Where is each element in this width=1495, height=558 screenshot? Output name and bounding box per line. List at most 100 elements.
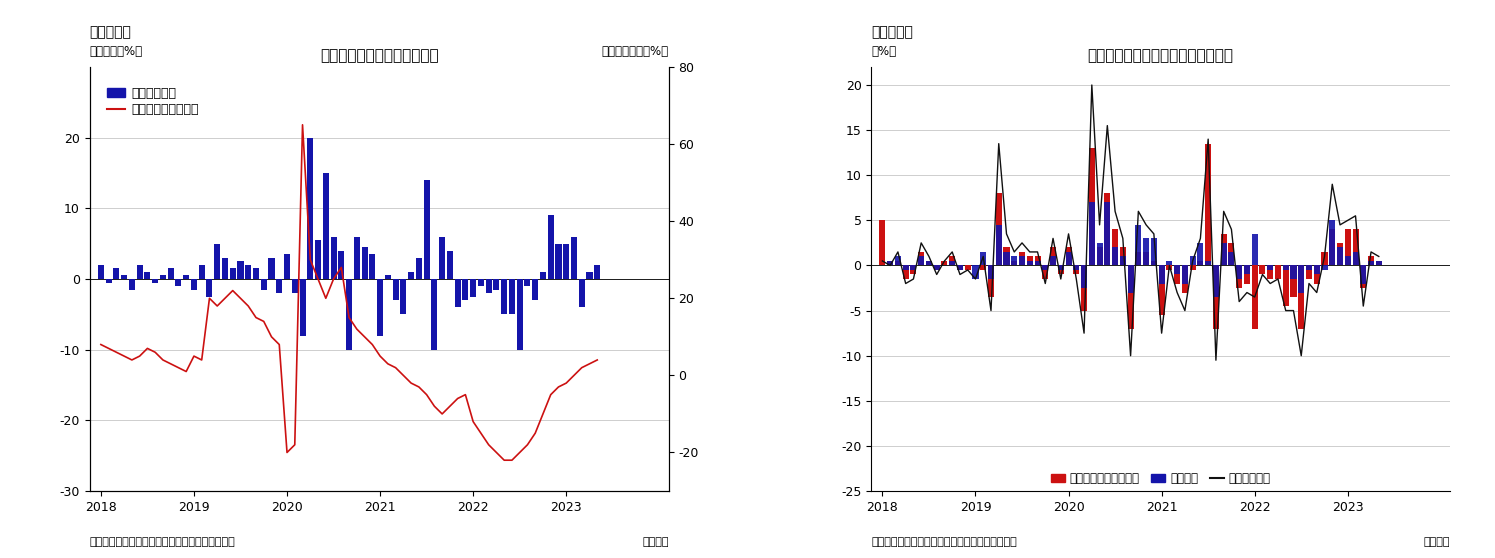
Bar [957, 266, 963, 270]
Bar [167, 268, 173, 279]
Bar [1375, 261, 1381, 266]
Bar [942, 261, 948, 266]
Bar [114, 268, 120, 279]
Bar [454, 279, 460, 307]
Title: 住宅着工許可件数（伸び率）: 住宅着工許可件数（伸び率） [320, 48, 438, 63]
Bar [1120, 247, 1126, 266]
Bar [269, 258, 275, 279]
Bar [1268, 266, 1274, 279]
Bar [315, 240, 321, 279]
Bar [1105, 203, 1111, 266]
Bar [1035, 257, 1041, 266]
Bar [1183, 266, 1189, 292]
Bar [1003, 247, 1009, 266]
Text: （前年同月比、%）: （前年同月比、%） [601, 46, 668, 59]
Text: （%）: （%） [872, 46, 897, 59]
Bar [440, 237, 446, 279]
Bar [896, 261, 901, 266]
Bar [447, 251, 453, 279]
Bar [1375, 261, 1381, 266]
Bar [887, 261, 893, 266]
Bar [1220, 243, 1227, 266]
Bar [260, 279, 266, 290]
Bar [106, 279, 112, 282]
Bar [136, 265, 142, 279]
Text: （月次）: （月次） [643, 537, 668, 547]
Bar [579, 279, 585, 307]
Bar [1290, 266, 1296, 297]
Bar [253, 268, 259, 279]
Bar [401, 279, 407, 314]
Bar [214, 244, 220, 279]
Bar [1096, 247, 1103, 266]
Bar [1322, 266, 1328, 270]
Bar [1307, 266, 1313, 270]
Text: （図表５）: （図表５） [90, 25, 132, 39]
Bar [925, 261, 931, 266]
Bar [221, 258, 229, 279]
Bar [1275, 266, 1281, 279]
Bar [1020, 252, 1026, 266]
Bar [284, 254, 290, 279]
Bar [1190, 257, 1196, 266]
Bar [354, 237, 360, 279]
Bar [1337, 243, 1343, 266]
Bar [1197, 261, 1203, 266]
Bar [918, 257, 924, 266]
Bar [469, 279, 477, 297]
Bar [1003, 252, 1009, 266]
Bar [540, 272, 546, 279]
Bar [1027, 257, 1033, 266]
Bar [887, 261, 893, 266]
Bar [1058, 266, 1064, 270]
Bar [175, 279, 181, 286]
Legend: 集合住宅（二戸以上）, 一戸建て, 住宅許可件数: 集合住宅（二戸以上）, 一戸建て, 住宅許可件数 [1051, 472, 1271, 485]
Bar [1229, 252, 1235, 266]
Bar [1236, 266, 1242, 288]
Bar [981, 252, 987, 266]
Bar [910, 266, 916, 275]
Bar [594, 265, 601, 279]
Bar [408, 272, 414, 279]
Bar [1020, 257, 1026, 266]
Bar [299, 279, 305, 335]
Bar [423, 180, 429, 279]
Bar [1360, 266, 1366, 283]
Bar [393, 279, 399, 300]
Bar [1329, 220, 1335, 266]
Bar [345, 279, 353, 350]
Bar [1251, 234, 1257, 266]
Bar [1353, 229, 1359, 266]
Bar [988, 266, 994, 297]
Bar [508, 279, 514, 314]
Bar [1314, 266, 1320, 275]
Bar [501, 279, 507, 314]
Bar [1088, 203, 1094, 266]
Bar [97, 265, 103, 279]
Text: （資料）センサス局よりニッセイ基礎研究所作成: （資料）センサス局よりニッセイ基礎研究所作成 [872, 537, 1017, 547]
Bar [517, 279, 523, 350]
Bar [903, 266, 909, 279]
Bar [1027, 261, 1033, 266]
Bar [1120, 257, 1126, 266]
Bar [152, 279, 158, 282]
Bar [1283, 266, 1289, 270]
Bar [384, 276, 390, 279]
Bar [1127, 266, 1133, 292]
Bar [292, 279, 298, 293]
Bar [996, 225, 1002, 266]
Bar [160, 276, 166, 279]
Bar [1081, 266, 1087, 311]
Bar [432, 279, 438, 350]
Bar [330, 237, 336, 279]
Bar [949, 261, 955, 266]
Bar [1042, 266, 1048, 270]
Bar [996, 193, 1002, 266]
Bar [1166, 266, 1172, 270]
Bar [988, 266, 994, 279]
Bar [1073, 266, 1079, 275]
Bar [1283, 266, 1289, 306]
Bar [462, 279, 468, 300]
Bar [1081, 266, 1087, 288]
Bar [1144, 238, 1150, 266]
